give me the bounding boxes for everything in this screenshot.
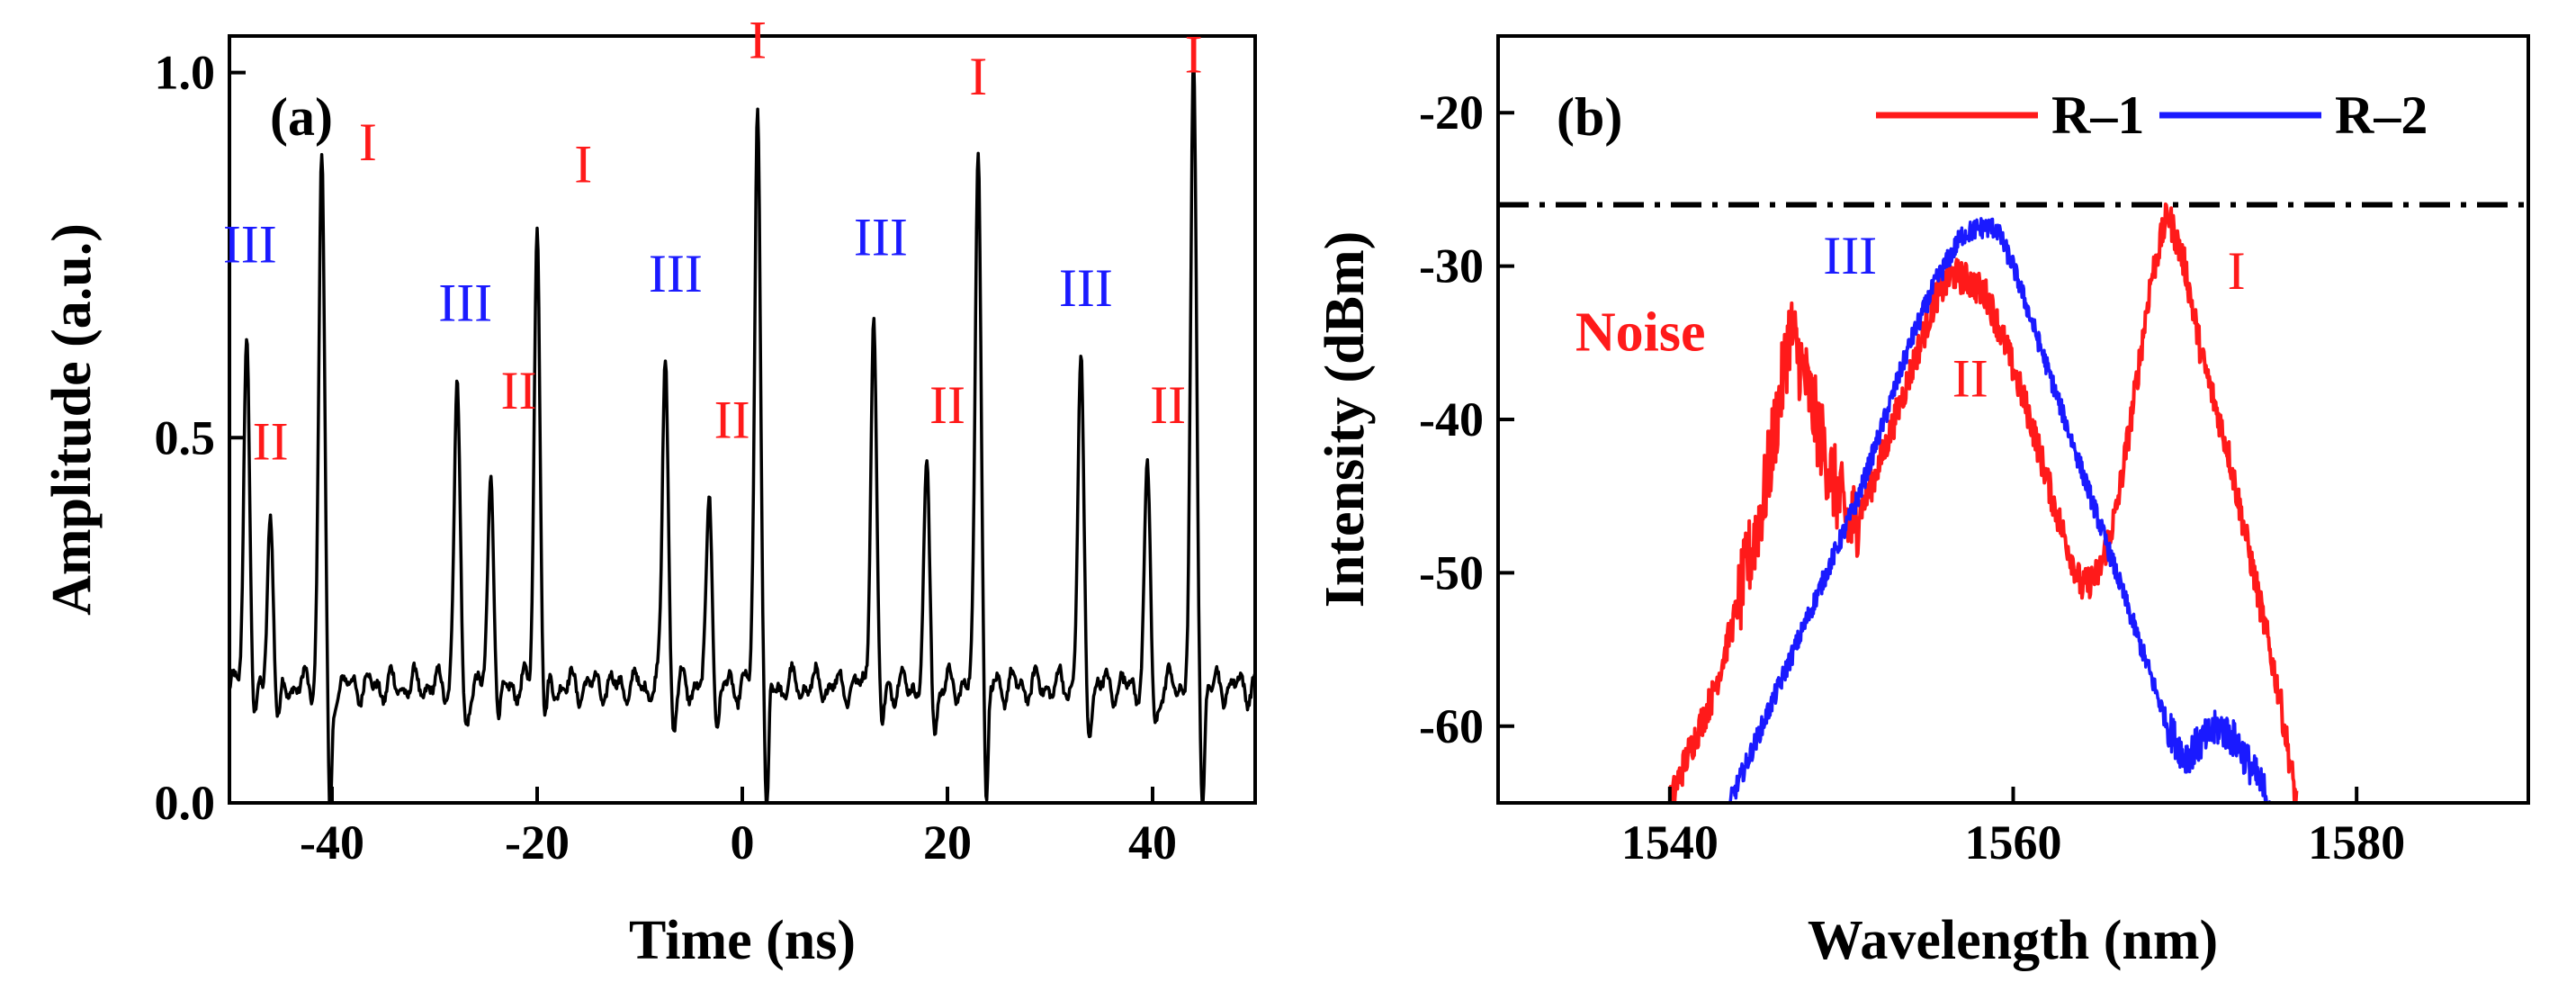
panel-a-xtick-label: -40 <box>300 815 364 869</box>
panel-a-annotation: I <box>574 134 592 194</box>
panel-a-ylabel: Amplitude (a.u.) <box>41 223 103 616</box>
panel-a-xtick-label: 0 <box>731 815 755 869</box>
panel-a-ytick-label: 0.5 <box>155 410 216 464</box>
panel-b-ytick-label: -50 <box>1419 545 1484 599</box>
panel-a-xtick-label: 20 <box>923 815 972 869</box>
panel-a-annotation: II <box>929 375 965 435</box>
panel-b-ytick-label: -60 <box>1419 699 1484 753</box>
panel-b-xtick-label: 1580 <box>2308 815 2405 869</box>
panel-b-annotation: I <box>2228 241 2246 301</box>
panel-a-ytick-label: 1.0 <box>155 46 216 100</box>
panel-b-ylabel: Intensity (dBm) <box>1315 231 1376 608</box>
panel-b-xtick-label: 1540 <box>1621 815 1719 869</box>
panel-b-lines <box>1667 202 2299 805</box>
panel-a-ytick-label: 0.0 <box>155 776 216 830</box>
panel-a-annotation: II <box>714 390 750 449</box>
panel-b-frame <box>1496 34 2530 805</box>
panel-a-annotation: III <box>438 273 492 332</box>
panel-a-annotation: I <box>359 113 377 172</box>
series-line-a <box>228 50 1257 805</box>
legend: R–1 R–2 <box>1876 86 2428 145</box>
panel-a-xlabel: Time (ns) <box>629 910 856 971</box>
panel-b: 1540 1560 1580-60-50-40-30-20 NoiseIIIIII … <box>1315 34 2530 971</box>
legend-label-r1: R–1 <box>2051 86 2144 145</box>
panel-a-xtick-label: 40 <box>1128 815 1177 869</box>
panel-a-lines <box>228 50 1257 805</box>
panel-a-annotation: III <box>1059 258 1113 318</box>
panel-a-annotation: I <box>1185 25 1203 85</box>
panel-a-annotation: I <box>749 10 767 69</box>
series-line-r2 <box>1728 217 2272 805</box>
panel-b-xlabel: Wavelength (nm) <box>1808 910 2218 971</box>
panel-a-annotation: III <box>854 207 908 266</box>
panel-a-xtick-label: -20 <box>505 815 570 869</box>
panel-a-annotation: I <box>969 47 987 106</box>
panel-b-annotation: III <box>1823 226 1877 285</box>
panel-a-annotation: III <box>649 244 703 303</box>
panel-b-ytick-label: -40 <box>1419 392 1484 446</box>
panel-b-xtick-label: 1560 <box>1965 815 2062 869</box>
panel-a-annotation: III <box>223 215 277 275</box>
panel-a-annotation: II <box>253 412 289 472</box>
legend-label-r2: R–2 <box>2335 86 2428 145</box>
panel-a-ticks: -40 -20 0 20 40 0.0 0.5 1.0 <box>155 46 1178 869</box>
panel-b-ytick-label: -30 <box>1419 239 1484 293</box>
panel-b-ticks: 1540 1560 1580 -60 -50 -40 -30 -20 <box>1419 86 2405 869</box>
panel-b-ytick-label: -20 <box>1419 86 1484 140</box>
panel-b-label: (b) <box>1557 87 1622 147</box>
panel-a-annotation: II <box>1150 375 1186 435</box>
series-line-r1 <box>1667 202 2299 805</box>
panel-a: -40 -20 0 20 400.00.51.0 IIIIIIIIIIIIIIIIIII… <box>41 10 1257 971</box>
panel-a-annotation: II <box>500 361 536 420</box>
panel-b-annotation: Noise <box>1575 302 1706 363</box>
panel-a-label: (a) <box>270 87 333 147</box>
panel-b-annotation: II <box>1952 348 1988 408</box>
